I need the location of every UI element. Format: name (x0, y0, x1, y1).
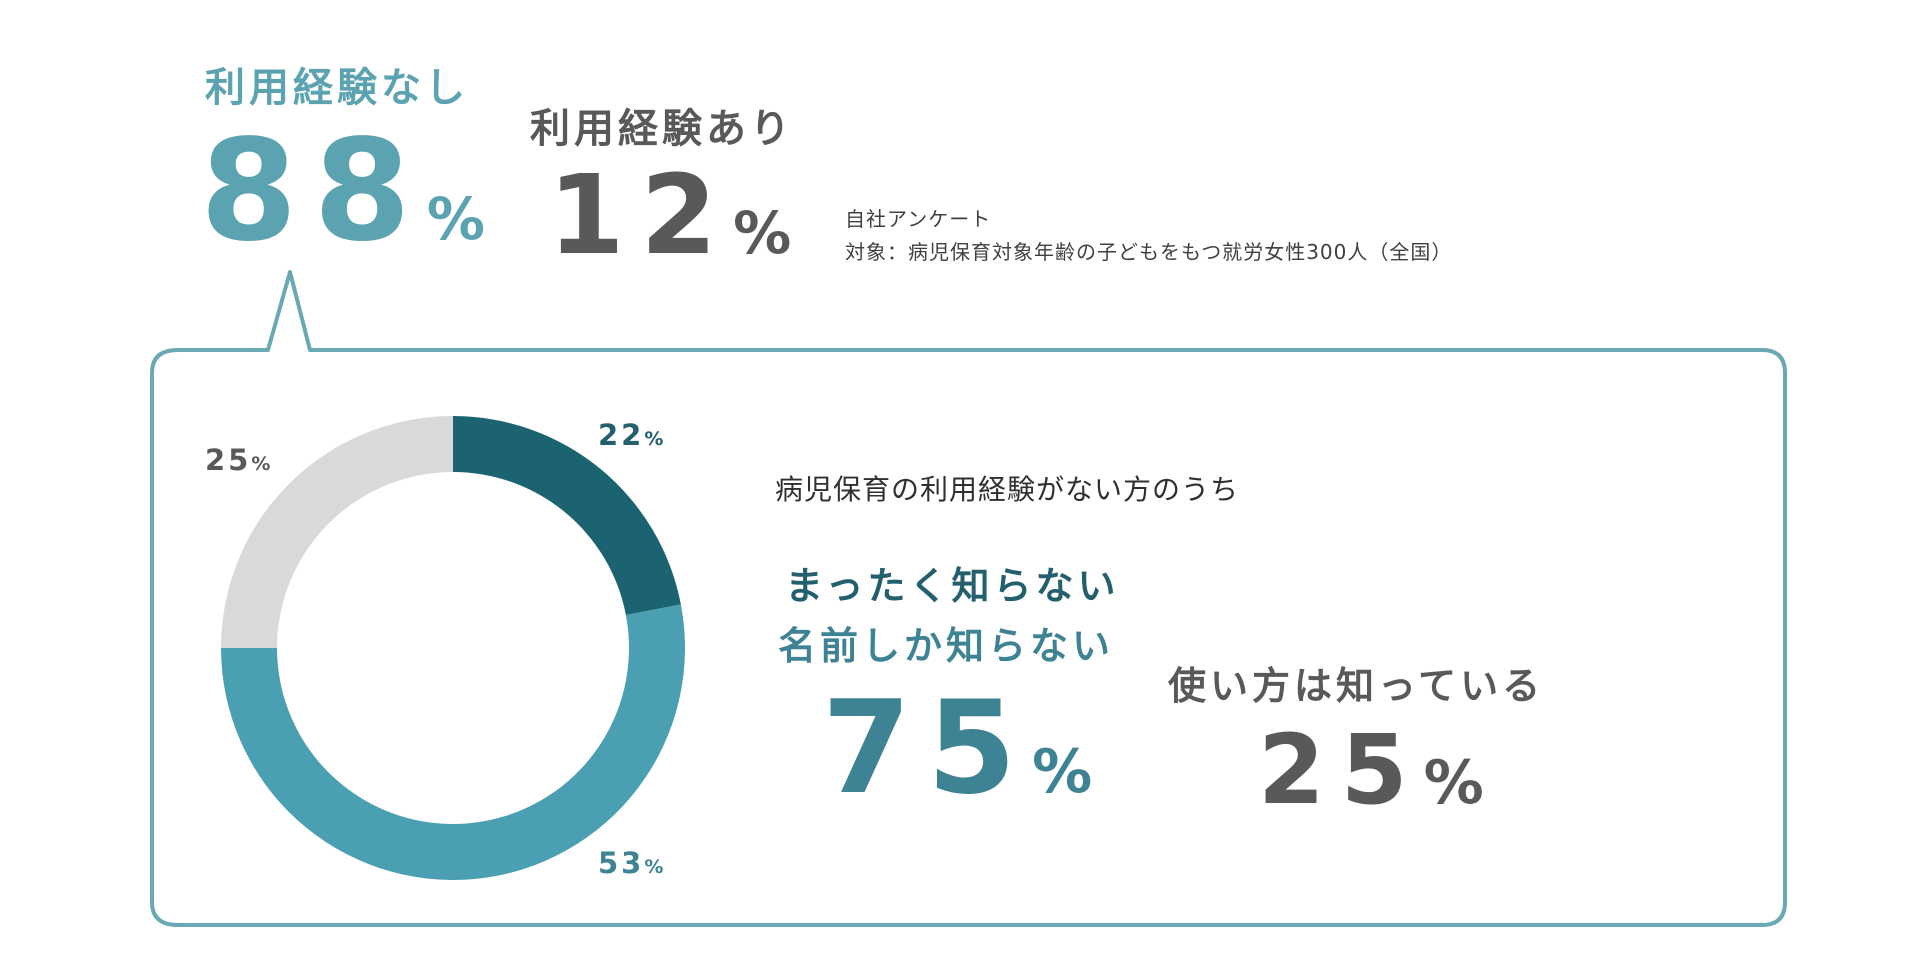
slice-label-53: 53% (598, 846, 663, 880)
unknown-group-unit: % (1032, 737, 1093, 807)
no-experience-value: 88 (200, 110, 427, 273)
known-group-figure: 25% (1258, 722, 1484, 818)
donut-slice-25 (221, 416, 453, 648)
has-experience-unit: % (733, 199, 792, 267)
no-experience-unit: % (426, 185, 485, 253)
slice-label-22-value: 22 (598, 418, 645, 452)
slice-label-22: 22% (598, 418, 663, 452)
unknown-group-line-1: まったく知らない (785, 564, 1120, 608)
slice-label-53-unit: % (644, 856, 664, 878)
known-group-unit: % (1423, 748, 1484, 818)
donut-slice-22 (453, 416, 681, 616)
source-line-2: 対象：病児保育対象年齢の子どもをもつ就労女性300人（全国） (845, 240, 1453, 264)
donut-slice-53 (221, 604, 685, 881)
has-experience-figure: 12% (548, 160, 791, 270)
has-experience-label: 利用経験あり (530, 106, 794, 152)
unknown-group-value: 75 (822, 674, 1033, 823)
slice-label-25-value: 25 (205, 443, 252, 477)
known-group-value: 25 (1258, 714, 1424, 826)
slice-label-22-unit: % (644, 428, 664, 450)
known-group-label: 使い方は知っている (1168, 664, 1545, 708)
source-line-1: 自社アンケート (845, 207, 992, 231)
slice-label-53-value: 53 (598, 846, 645, 880)
has-experience-value: 12 (548, 151, 734, 279)
unknown-group-figure: 75% (822, 685, 1092, 813)
slice-label-25: 25% (205, 443, 270, 477)
no-experience-figure: 88% (200, 122, 485, 262)
detail-intro: 病児保育の利用経験がない方のうち (775, 473, 1240, 506)
unknown-group-line-2: 名前しか知らない (778, 624, 1115, 668)
no-experience-label: 利用経験なし (205, 65, 469, 111)
slice-label-25-unit: % (251, 453, 271, 475)
